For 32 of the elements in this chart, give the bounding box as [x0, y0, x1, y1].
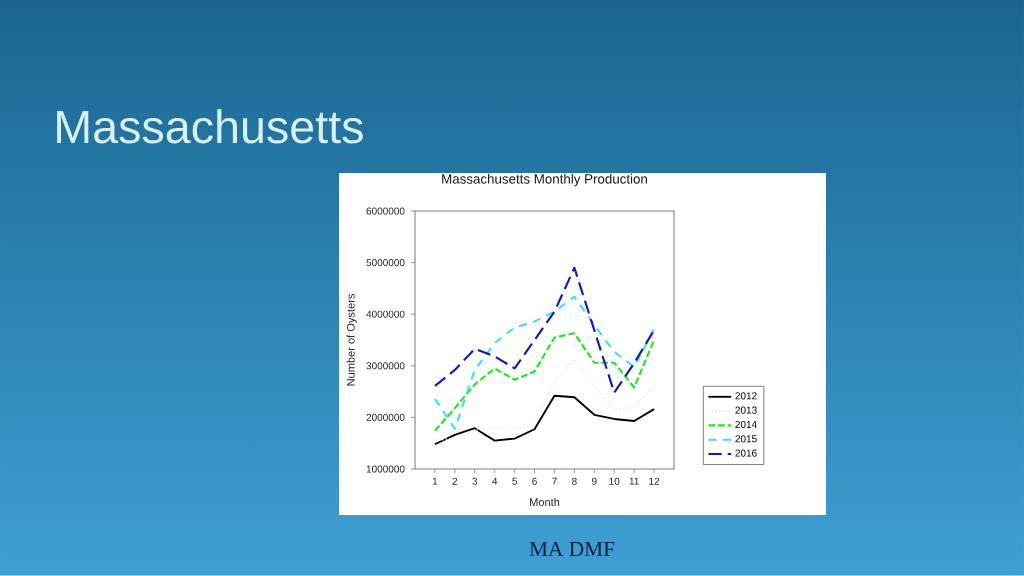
legend-label: 2012: [735, 392, 757, 400]
x-tick-label: 2: [452, 477, 458, 485]
x-tick-label: 6: [532, 477, 537, 485]
legend-label: 2014: [735, 420, 757, 429]
y-tick-label: 3000000: [366, 362, 405, 370]
line-series: [433, 394, 656, 446]
x-tick-label: 11: [629, 477, 639, 485]
x-tick-label: 5: [512, 477, 517, 485]
legend-label: 2013: [735, 406, 757, 414]
x-tick-label: 8: [572, 477, 577, 485]
x-tick-label: 9: [591, 477, 597, 485]
x-tick-label: 10: [609, 477, 620, 485]
y-axis-title: Number of Oysters: [346, 293, 357, 386]
chart-title: Massachusetts: [57, 109, 363, 144]
x-axis-title: Month: [530, 497, 560, 507]
chart-subtitle: Massachusetts Monthly Production: [442, 173, 647, 187]
x-tick-label: 4: [492, 477, 498, 485]
line-series: [434, 358, 655, 442]
y-tick-label: 5000000: [366, 259, 405, 267]
line-series: [433, 332, 656, 432]
y-tick-label: 4000000: [366, 310, 405, 318]
x-tick-label: 12: [649, 477, 660, 485]
legend-label: 2015: [735, 435, 757, 443]
line-series: [433, 295, 656, 430]
x-tick-label: 1: [432, 477, 438, 485]
y-tick-label: 6000000: [366, 207, 405, 215]
text: MA DMF: [529, 541, 615, 557]
y-tick-label: 2000000: [366, 413, 405, 421]
x-tick-label: 3: [472, 477, 478, 485]
y-tick-label: 1000000: [366, 465, 405, 473]
legend-label: 2016: [735, 449, 757, 457]
x-tick-label: 7: [552, 477, 557, 485]
